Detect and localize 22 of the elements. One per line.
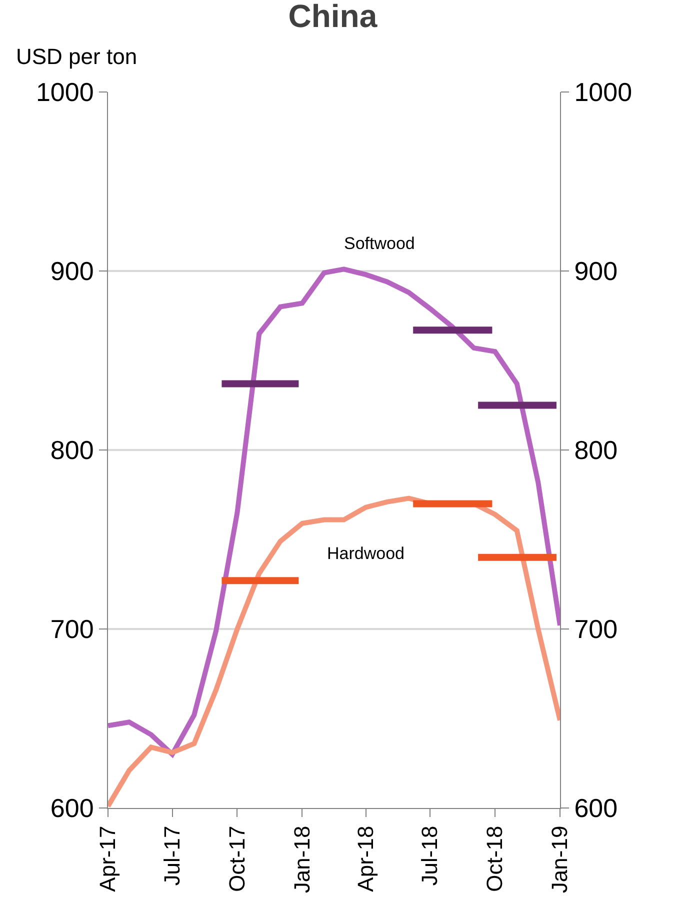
y2-tick-label: 700 xyxy=(574,614,618,644)
chart-title: China xyxy=(288,0,378,34)
x-tick-label: Jul-18 xyxy=(417,826,442,886)
x-tick-label: Jan-18 xyxy=(289,826,314,894)
x-tick-label: Oct-18 xyxy=(482,826,508,892)
y-tick-label: 1000 xyxy=(36,77,94,108)
y-tick-label: 900 xyxy=(50,256,94,286)
y-tick-label: 800 xyxy=(50,435,94,466)
y2-tick-label: 1000 xyxy=(574,77,632,108)
x-tick-label: Jul-17 xyxy=(159,826,184,886)
series-label: Softwood xyxy=(344,234,415,253)
y2-tick-label: 800 xyxy=(574,435,618,466)
x-tick-label: Jan-19 xyxy=(547,826,572,894)
x-tick-label: Oct-17 xyxy=(224,826,250,892)
y2-tick-label: 600 xyxy=(574,793,618,824)
series-label: Hardwood xyxy=(327,544,404,563)
x-tick-label: Apr-17 xyxy=(95,826,120,892)
y-tick-label: 700 xyxy=(50,614,94,644)
y-tick-label: 600 xyxy=(50,793,94,824)
y2-tick-label: 900 xyxy=(574,256,618,286)
x-tick-label: Apr-18 xyxy=(352,826,378,892)
y-axis-title: USD per ton xyxy=(16,44,138,69)
